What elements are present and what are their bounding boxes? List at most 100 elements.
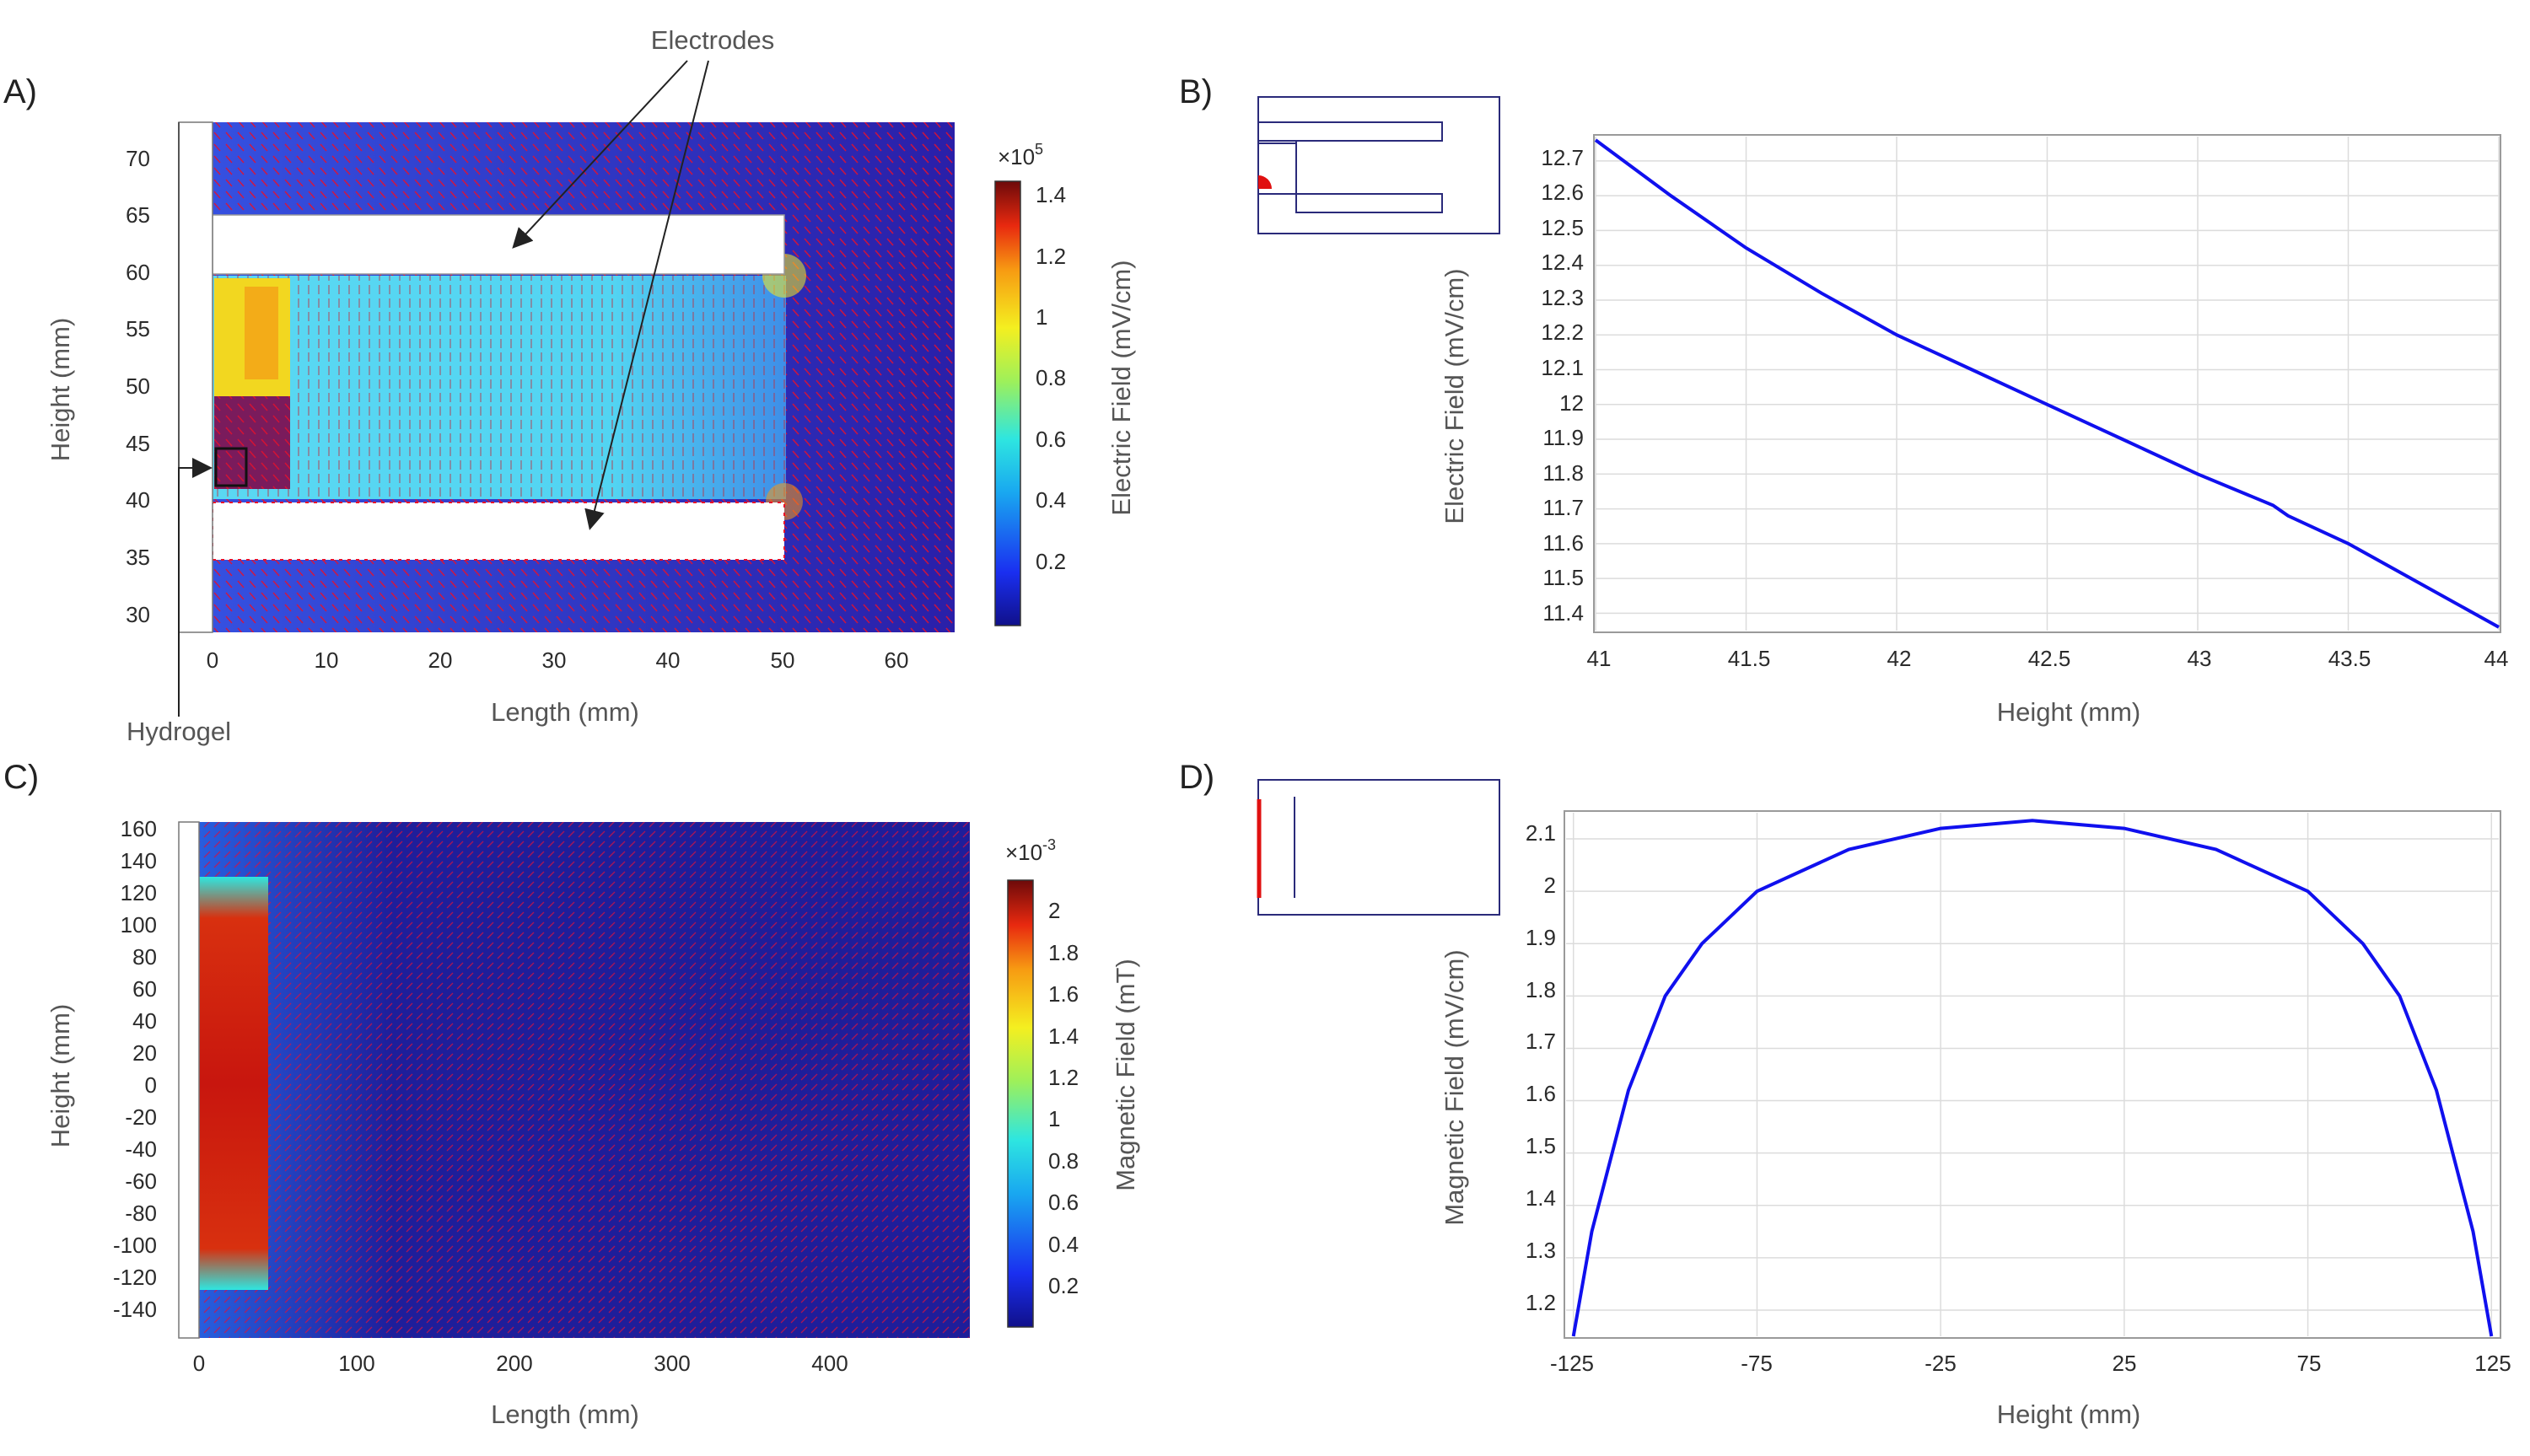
panel-a-xtick: 20 xyxy=(428,647,453,673)
panel-c-ytick: -20 xyxy=(125,1104,157,1130)
panel-d-ytick: 1.2 xyxy=(1526,1290,1556,1315)
panel-c-ytick: -40 xyxy=(125,1136,157,1162)
panel-a-cb-tick: 0.8 xyxy=(1036,365,1066,390)
panel-c-ylabel: Height (mm) xyxy=(46,1004,75,1148)
panel-b-ytick: 11.4 xyxy=(1542,600,1584,626)
panel-b-grid xyxy=(1595,137,2500,631)
panel-b-ylabel: Electric Field (mV/cm) xyxy=(1440,268,1469,524)
panel-a-cb-tick: 0.6 xyxy=(1036,427,1066,452)
panel-c-ytick: 140 xyxy=(121,848,157,873)
panel-b-xtick: 44 xyxy=(2484,646,2509,671)
panel-a-xlabel: Length (mm) xyxy=(491,697,639,727)
panel-b-xtick: 41.5 xyxy=(1728,646,1771,671)
panel-c-ytick: 100 xyxy=(121,912,157,938)
panel-d-inset xyxy=(1257,779,1500,916)
panel-c: C) 160 140 120 100 80 60 40 20 0 -20 -40… xyxy=(3,759,1140,1429)
panel-b-inset-frame xyxy=(1257,96,1500,234)
panel-a-cb-tick: 1.2 xyxy=(1036,244,1066,269)
panel-c-y-ticks: 160 140 120 100 80 60 40 20 0 -20 -40 -6… xyxy=(113,816,157,1322)
panel-b-ytick: 11.9 xyxy=(1542,425,1584,450)
panel-a-ytick: 45 xyxy=(126,431,150,456)
panel-c-xtick: 400 xyxy=(811,1351,848,1376)
panel-a-cb-tick: 0.2 xyxy=(1036,549,1066,574)
panel-d-y-ticks: 2.1 2 1.9 1.8 1.7 1.6 1.5 1.4 1.3 1.2 xyxy=(1526,820,1556,1315)
panel-b-ytick: 12.4 xyxy=(1541,250,1584,275)
panel-d-xtick: -125 xyxy=(1550,1351,1594,1376)
panel-b-ytick: 11.8 xyxy=(1542,460,1584,486)
panel-b-line xyxy=(1594,138,2500,629)
panel-b-xtick: 42 xyxy=(1887,646,1912,671)
panel-c-xlabel: Length (mm) xyxy=(491,1400,639,1429)
panel-c-colorbar-multiplier-base: ×10 xyxy=(1005,840,1042,865)
panel-c-ytick: 80 xyxy=(132,944,157,970)
panel-c-colorbar-label: Magnetic Field (mT) xyxy=(1111,959,1140,1191)
panel-b-xlabel: Height (mm) xyxy=(1997,697,2141,727)
panel-a-hydrogel-arrows xyxy=(214,396,290,489)
annotation-arrow-bottom-electrode xyxy=(584,60,709,530)
panel-a-colorbar-label: Electric Field (mV/cm) xyxy=(1106,260,1136,515)
panel-a-hot-zone-core xyxy=(245,287,278,379)
panel-b-inset xyxy=(1257,96,1500,234)
panel-a-cb-tick: 1 xyxy=(1036,304,1047,330)
panel-d-label: D) xyxy=(1179,759,1214,796)
panel-a-x-ticks: 0 10 20 30 40 50 60 xyxy=(207,647,909,673)
panel-b-inset-electrode-bottom xyxy=(1295,193,1443,213)
panel-a-label: A) xyxy=(3,73,37,110)
panel-d-ytick: 1.6 xyxy=(1526,1081,1556,1106)
panel-d-ytick: 1.4 xyxy=(1526,1185,1556,1211)
panel-d-ytick: 1.3 xyxy=(1526,1238,1556,1263)
panel-b-xtick: 43 xyxy=(2188,646,2212,671)
panel-d-ytick: 2.1 xyxy=(1526,820,1556,846)
panel-a-colorbar-exponent: 5 xyxy=(1035,141,1043,158)
panel-c-cb-tick: 1 xyxy=(1048,1106,1060,1131)
panel-d-ytick: 1.9 xyxy=(1526,925,1556,950)
panel-a-ytick: 70 xyxy=(126,146,150,171)
panel-d-ytick: 2 xyxy=(1544,873,1556,898)
panel-c-conductor xyxy=(199,877,268,1290)
panel-c-cb-tick: 2 xyxy=(1048,898,1060,923)
panel-d-xlabel: Height (mm) xyxy=(1997,1400,2141,1429)
electrode-bottom xyxy=(212,502,785,561)
panel-c-ytick: 60 xyxy=(132,976,157,1002)
panel-b-ytick: 12.2 xyxy=(1541,320,1584,345)
panel-c-ytick: -60 xyxy=(125,1169,157,1194)
panel-a-inner-arrows xyxy=(213,276,786,499)
panel-c-ytick: 0 xyxy=(145,1072,157,1098)
panel-a-cb-tick: 1.4 xyxy=(1036,182,1066,207)
panel-b-ytick: 12.7 xyxy=(1541,145,1584,170)
panel-d-ytick: 1.7 xyxy=(1526,1029,1556,1054)
panel-b-ytick: 11.6 xyxy=(1542,530,1584,556)
panel-d-inset-frame xyxy=(1257,779,1500,916)
panel-d-xtick: 125 xyxy=(2474,1351,2511,1376)
panel-c-ytick: 160 xyxy=(121,816,157,841)
panel-c-ytick: -120 xyxy=(113,1265,157,1290)
panel-a-ytick: 30 xyxy=(126,602,150,627)
panel-c-cb-tick: 1.8 xyxy=(1048,940,1079,965)
panel-c-xtick: 0 xyxy=(193,1351,205,1376)
panel-c-xtick: 300 xyxy=(654,1351,690,1376)
panel-d-ytick: 1.8 xyxy=(1526,977,1556,1002)
panel-a-xtick: 40 xyxy=(656,647,681,673)
panel-a-y-ticks: 70 65 60 55 50 45 40 35 30 xyxy=(126,146,150,627)
panel-d-xtick: 25 xyxy=(2113,1351,2137,1376)
panel-d-xtick: 75 xyxy=(2297,1351,2322,1376)
panel-a-ytick: 40 xyxy=(126,487,150,513)
panel-c-cb-tick: 0.2 xyxy=(1048,1273,1079,1298)
panel-d: D) 2.1 2 1.9 1.8 1.7 1.6 1.5 1.4 1.3 1.2… xyxy=(1179,759,2511,1429)
panel-b-ytick: 12.5 xyxy=(1541,215,1584,240)
panel-c-ytick: -80 xyxy=(125,1201,157,1226)
panel-c-cb-tick: 0.4 xyxy=(1048,1232,1079,1257)
panel-a-xtick: 30 xyxy=(542,647,567,673)
panel-c-colorbar-multiplier: ×10-3 xyxy=(1005,836,1056,865)
panel-b-ytick: 12.1 xyxy=(1541,355,1584,380)
panel-a-colorbar xyxy=(994,180,1021,626)
panel-b-ytick: 12.3 xyxy=(1541,285,1584,310)
panel-c-colorbar xyxy=(1007,879,1034,1328)
panel-a-ylabel: Height (mm) xyxy=(46,318,75,462)
panel-c-ytick: 20 xyxy=(132,1040,157,1066)
electrode-top xyxy=(212,214,785,275)
panel-c-cb-tick: 0.6 xyxy=(1048,1190,1079,1215)
panel-b-inset-chamber xyxy=(1257,142,1297,195)
panel-a-hydrogel-box xyxy=(214,447,248,487)
